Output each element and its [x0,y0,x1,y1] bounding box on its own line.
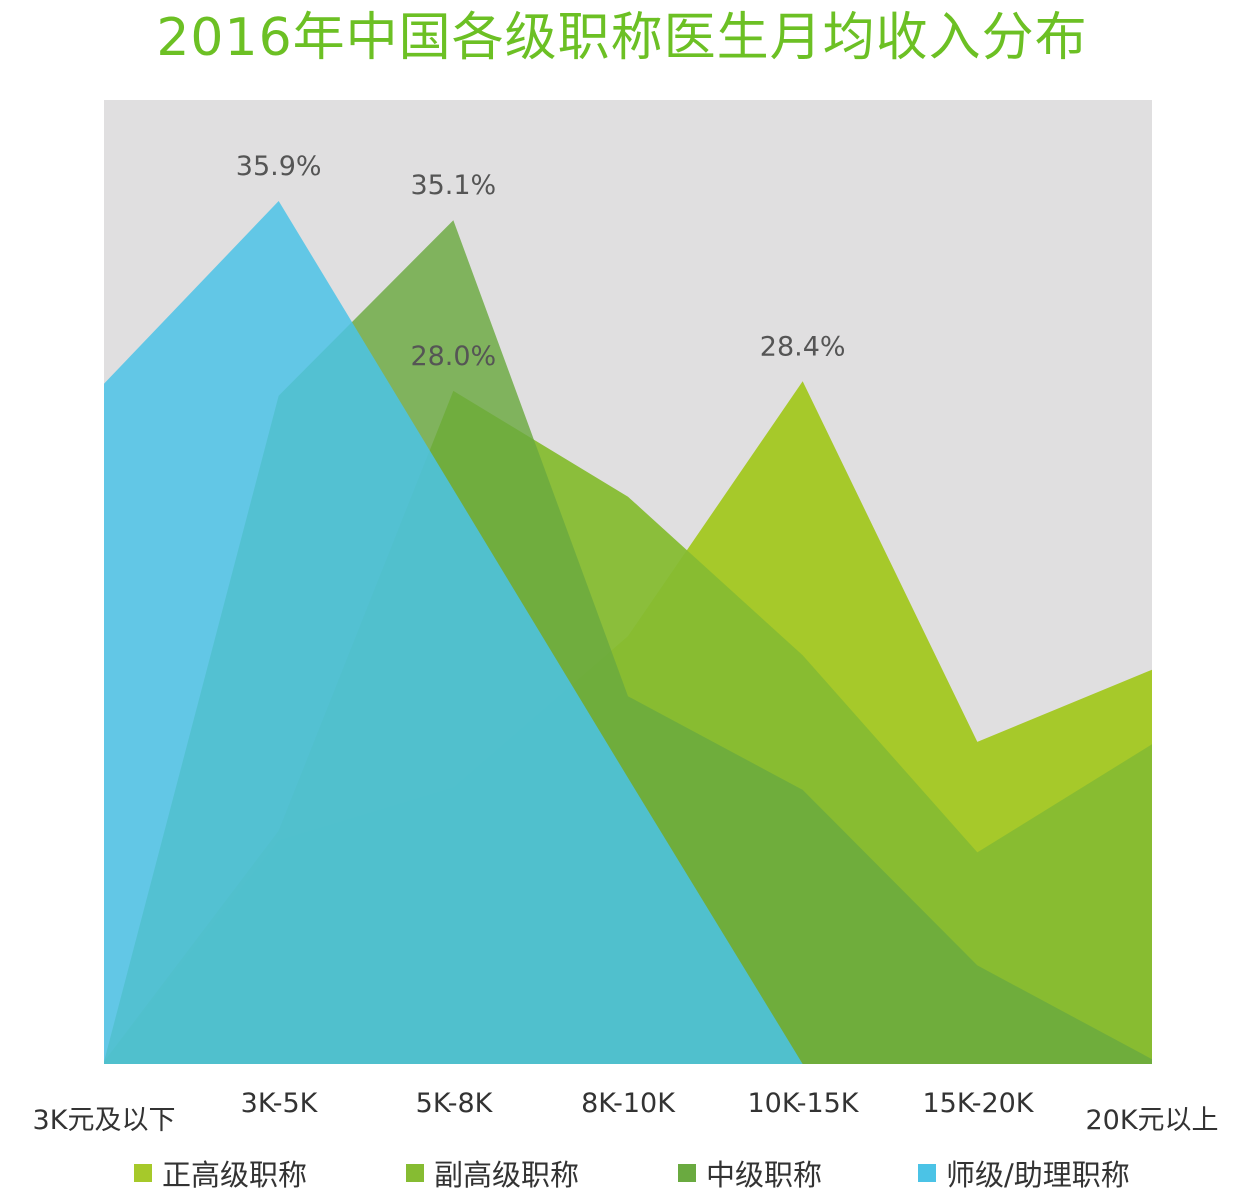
x-label: 3K-5K [240,1088,318,1119]
x-axis-labels: 3K元及以下 3K-5K 5K-8K 8K-10K 10K-15K 15K-20… [0,1088,1244,1138]
x-label: 5K-8K [415,1088,493,1119]
data-labels: 35.9% 35.1% 28.0% 28.4% [236,151,846,372]
legend-label: 正高级职称 [162,1158,308,1192]
x-label: 15K-20K [922,1088,1034,1119]
area-shiji [104,201,1152,1064]
legend-item-zhongji[interactable]: 中级职称 [678,1152,822,1194]
legend-swatch-icon [918,1164,936,1182]
legend-label: 中级职称 [706,1158,823,1192]
data-label: 35.1% [410,170,496,201]
legend: 正高级职称 副高级职称 中级职称 师级/助理职称 [0,1152,1244,1192]
legend-label: 师级/助理职称 [946,1158,1130,1192]
legend-label: 副高级职称 [434,1158,580,1192]
legend-swatch-icon [134,1164,152,1182]
legend-swatch-icon [406,1164,424,1182]
x-label: 20K元以上 [1085,1105,1219,1136]
data-label: 28.4% [760,331,846,362]
legend-item-shiji[interactable]: 师级/助理职称 [918,1152,1130,1194]
area-series-group [104,201,1152,1064]
x-label: 10K-15K [747,1088,859,1119]
data-label: 35.9% [236,151,322,182]
data-label: 28.0% [410,341,496,372]
legend-item-zhenggao[interactable]: 正高级职称 [134,1152,307,1194]
legend-item-fugao[interactable]: 副高级职称 [406,1152,579,1194]
chart-title: 2016年中国各级职称医生月均收入分布 [156,8,1088,68]
x-label: 8K-10K [581,1088,675,1119]
legend-swatch-icon [678,1164,696,1182]
x-label: 3K元及以下 [32,1105,176,1136]
